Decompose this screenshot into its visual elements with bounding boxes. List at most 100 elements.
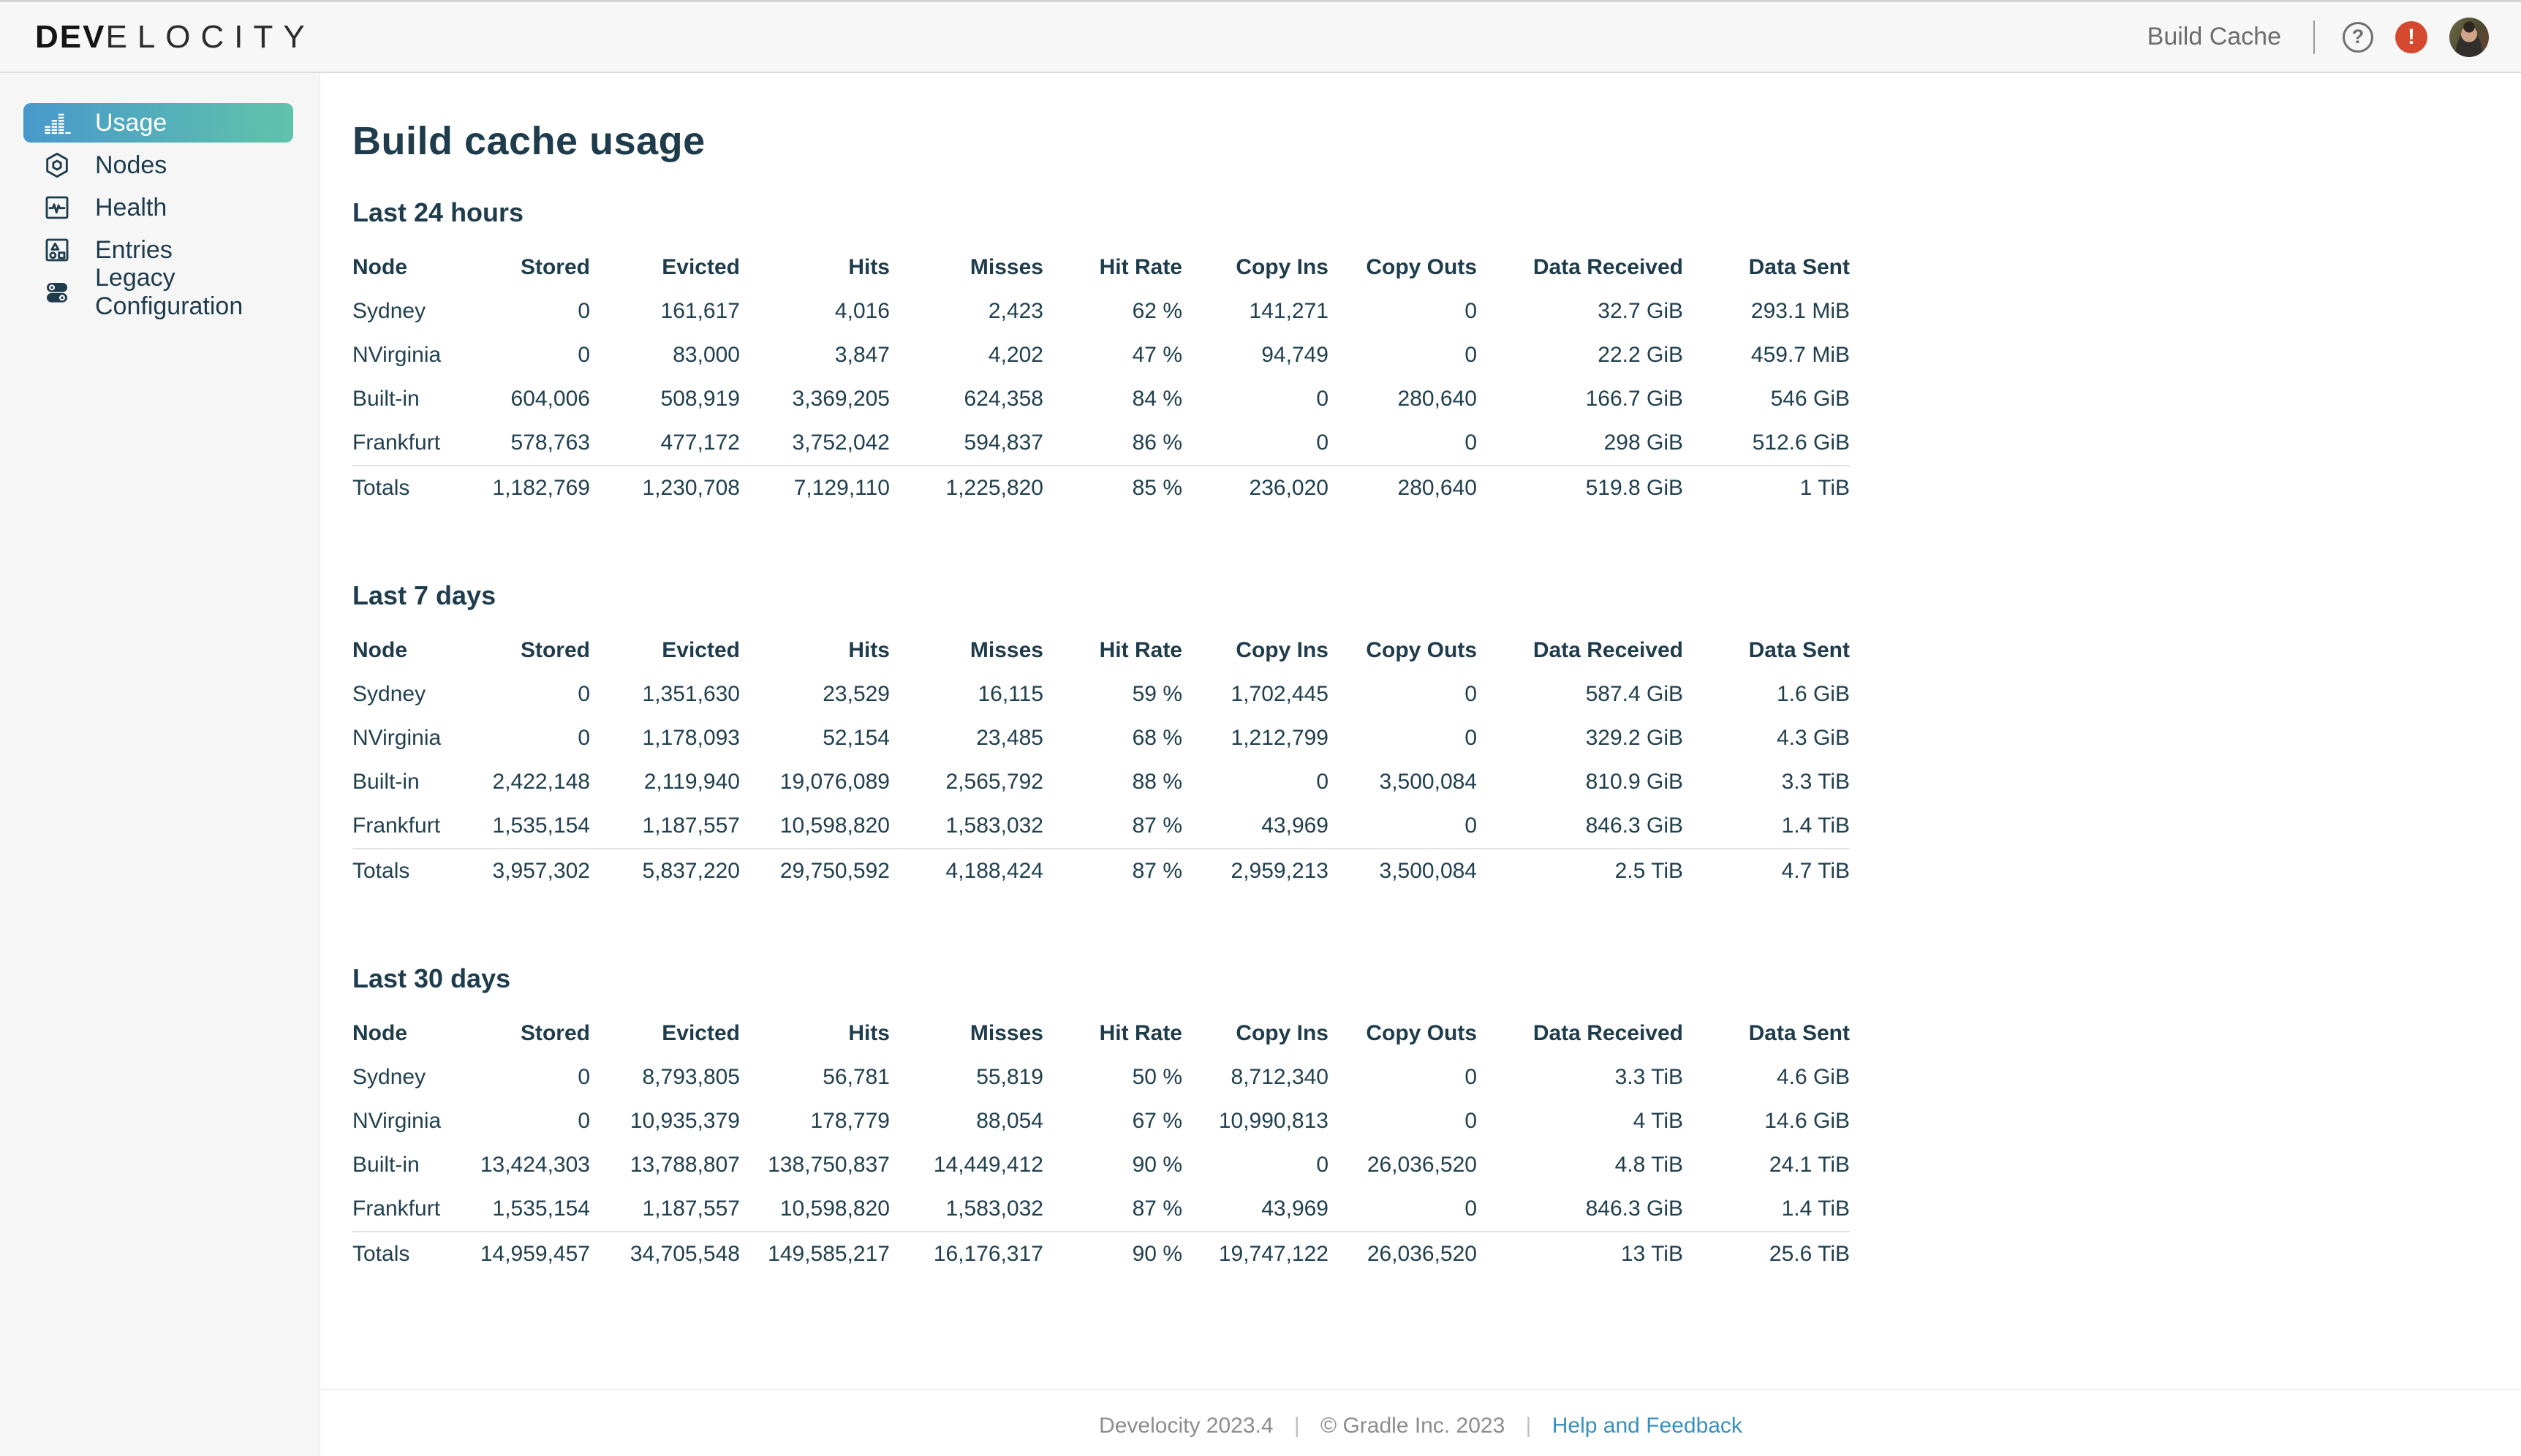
value-cell: 1,187,557	[642, 814, 740, 838]
value-cell: 7,129,110	[740, 465, 890, 510]
value-cell: 1,702,445	[1231, 682, 1328, 706]
value-cell: 512.6 GiB	[1752, 431, 1850, 455]
column-header: Copy Outs	[1366, 1021, 1477, 1045]
column-header: Stored	[520, 1021, 590, 1045]
column-header: Data Received	[1532, 1021, 1683, 1045]
node-cell: Built-in	[352, 770, 420, 794]
value-cell: 88,054	[976, 1109, 1043, 1133]
sidebar-item-legacy-configuration[interactable]: Legacy Configuration	[23, 264, 293, 320]
footer-separator: |	[1525, 1414, 1532, 1438]
value-cell: 604,006	[510, 387, 590, 411]
column-header: Data Received	[1532, 638, 1683, 662]
sidebar-item-label: Legacy Configuration	[95, 264, 243, 320]
sidebar-item-label: Usage	[95, 108, 167, 137]
table-row: Frankfurt 1,535,154 1,187,557 10,598,820 1,5…	[352, 804, 1850, 849]
value-cell: 1,583,032	[945, 1197, 1043, 1221]
node-cell: Built-in	[352, 1153, 420, 1177]
table-row: Sydney 0 8,793,805 56,781 55,819 50 % 8,712,34…	[352, 1055, 1850, 1099]
value-cell: 88 %	[1132, 770, 1182, 794]
value-cell: 1,182,769	[466, 465, 590, 510]
value-cell: 24.1 TiB	[1769, 1153, 1850, 1177]
help-and-feedback-link[interactable]: Help and Feedback	[1551, 1414, 1742, 1438]
value-cell: 56,781	[823, 1065, 890, 1089]
value-cell: 2,119,940	[643, 770, 740, 794]
value-cell: 90 %	[1043, 1231, 1182, 1276]
build-cache-context-label[interactable]: Build Cache	[2147, 23, 2281, 50]
value-cell: 10,935,379	[630, 1109, 740, 1133]
value-cell: 280,640	[1397, 387, 1477, 411]
column-header: Hit Rate	[1099, 1021, 1182, 1045]
sidebar-item-entries[interactable]: Entries	[23, 230, 293, 270]
value-cell: 141,271	[1249, 299, 1328, 323]
alert-icon[interactable]: !	[2395, 20, 2427, 53]
footer-product-version: Develocity 2023.4	[1099, 1414, 1274, 1438]
value-cell: 62 %	[1132, 299, 1182, 323]
value-cell: 1,535,154	[492, 814, 590, 838]
column-header: Evicted	[662, 1021, 740, 1045]
value-cell: 2,565,792	[945, 770, 1043, 794]
value-cell: 16,115	[978, 682, 1043, 706]
value-cell: 477,172	[660, 431, 740, 455]
column-header: Stored	[520, 255, 590, 279]
value-cell: 23,485	[976, 726, 1043, 750]
value-cell: 1,187,557	[642, 1197, 740, 1221]
sidebar-item-health[interactable]: Health	[23, 188, 293, 227]
develocity-logo: DEVELOCITY	[35, 19, 315, 56]
node-cell: Sydney	[352, 682, 426, 706]
node-cell: Frankfurt	[352, 1197, 441, 1221]
value-cell: 166.7 GiB	[1585, 387, 1683, 411]
value-cell: 1,535,154	[492, 1197, 590, 1221]
value-cell: 26,036,520	[1328, 1231, 1477, 1276]
user-avatar[interactable]	[2449, 17, 2489, 57]
sidebar-item-label: Nodes	[95, 151, 167, 179]
sidebar-item-label: Entries	[95, 235, 173, 264]
value-cell: 1,583,032	[945, 814, 1043, 838]
value-cell: 3,847	[834, 343, 890, 367]
value-cell: 87 %	[1132, 1197, 1182, 1221]
value-cell: 14,449,412	[933, 1153, 1043, 1177]
value-cell: 0	[1464, 1065, 1477, 1089]
table-row: Built-in 604,006 508,919 3,369,205 624,358 84…	[352, 377, 1850, 421]
value-cell: 624,358	[964, 387, 1043, 411]
value-cell: 293.1 MiB	[1750, 299, 1850, 323]
totals-row: Totals 3,957,302 5,837,220 29,750,592 4,188,…	[352, 848, 1850, 893]
value-cell: 4 TiB	[1633, 1109, 1683, 1133]
value-cell: 236,020	[1182, 465, 1328, 510]
value-cell: 67 %	[1132, 1109, 1182, 1133]
section-heading: Last 7 days	[352, 580, 496, 610]
value-cell: 90 %	[1132, 1153, 1182, 1177]
main-content: Build cache usage Last 24 hours Node Stor…	[320, 73, 2521, 1456]
value-cell: 1,225,820	[890, 465, 1043, 510]
help-icon[interactable]: ?	[2343, 21, 2373, 53]
topbar: DEVELOCITY Build Cache ? !	[0, 0, 2521, 73]
value-cell: 29,750,592	[740, 848, 890, 893]
topbar-right-group: Build Cache ? !	[2147, 17, 2489, 57]
value-cell: 0	[1464, 1109, 1477, 1133]
sidebar-item-usage[interactable]: Usage	[23, 103, 293, 143]
table-row: NVirginia 0 83,000 3,847 4,202 47 % 94,749 0 22.…	[352, 333, 1850, 377]
table-row: Built-in 2,422,148 2,119,940 19,076,089 2,56…	[352, 760, 1850, 804]
column-header: Data Received	[1532, 255, 1683, 279]
value-cell: 2,959,213	[1182, 848, 1328, 893]
content-area: Build cache usage Last 24 hours Node Stor…	[320, 73, 2521, 1276]
value-cell: 298 GiB	[1603, 431, 1683, 455]
column-header: Copy Outs	[1366, 255, 1477, 279]
node-cell: NVirginia	[352, 343, 442, 367]
value-cell: 1.4 TiB	[1781, 814, 1850, 838]
column-header: Misses	[970, 255, 1043, 279]
topbar-divider	[2313, 20, 2315, 54]
value-cell: 84 %	[1132, 387, 1182, 411]
table-row: Sydney 0 1,351,630 23,529 16,115 59 % 1,702,44…	[352, 672, 1850, 716]
node-cell: Frankfurt	[352, 814, 441, 838]
sidebar-item-nodes[interactable]: Nodes	[23, 145, 293, 185]
column-header: Copy Outs	[1366, 638, 1477, 662]
value-cell: 94,749	[1261, 343, 1328, 367]
value-cell: 22.2 GiB	[1598, 343, 1683, 367]
node-cell: Totals	[352, 1231, 466, 1276]
column-header: Data Sent	[1748, 1021, 1850, 1045]
value-cell: 0	[578, 682, 590, 706]
value-cell: 8,793,805	[642, 1065, 740, 1089]
node-cell: Frankfurt	[352, 431, 441, 455]
value-cell: 2.5 TiB	[1477, 848, 1683, 893]
value-cell: 34,705,548	[590, 1231, 740, 1276]
